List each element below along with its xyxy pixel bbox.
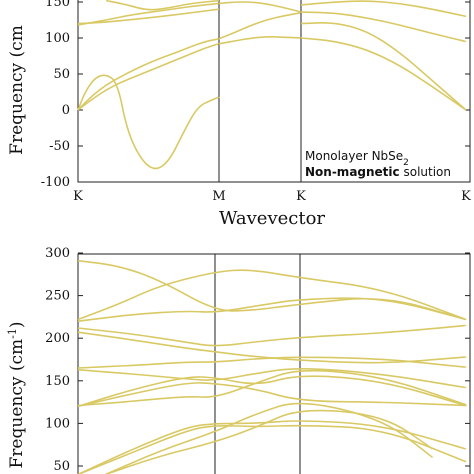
dispersion-branch [77,42,220,111]
annotation-line2: Non-magnetic solution [305,165,451,179]
dispersion-branch [77,424,467,474]
top-series-lines [77,0,467,170]
dispersion-branch [77,269,467,321]
top-y-ticks: 150 100 50 0 -50 -100 [41,0,470,190]
top-xtick-3: K [461,189,471,204]
dispersion-branch [77,297,467,322]
dispersion-branch [77,375,467,408]
dispersion-branch [105,402,434,474]
top-plot-frame [77,0,471,183]
dispersion-branch [218,1,302,13]
dispersion-branch [300,22,467,111]
bottom-plot-frame [77,253,471,474]
y-tick-label: 50 [53,459,70,474]
dispersion-branch [300,11,467,43]
dispersion-branch [105,409,434,474]
top-xtick-0: K [73,189,83,204]
top-xtick-1: M [212,189,225,204]
dispersion-branch [77,367,467,389]
dispersion-branch [77,356,467,369]
bottom-series-lines [77,259,467,474]
y-tick-label: 100 [45,31,70,46]
top-xtick-2: K [296,189,306,204]
dispersion-branch [218,11,302,40]
dispersion-branch [77,74,220,170]
y-tick-label: 300 [45,246,70,261]
top-chart: 150 100 50 0 -50 -100 K M K K Wavevector Freq… [7,0,471,229]
dispersion-branch [77,331,467,364]
dispersion-branch [77,382,467,408]
dispersion-branch [77,324,467,347]
top-ylabel: Frequency (cm [7,25,27,155]
dispersion-branch [77,420,467,474]
dispersion-branch [77,369,467,407]
y-tick-label: 250 [45,289,70,304]
dispersion-branch [218,36,302,45]
bottom-ylabel: Frequency (cm-1) [6,322,28,469]
dispersion-branch [77,259,467,321]
dispersion-branch [77,37,220,111]
dispersion-branch [106,0,220,11]
y-tick-label: -100 [41,175,70,190]
y-tick-label: 150 [45,374,70,389]
y-tick-label: 200 [45,331,70,346]
top-xlabel: Wavevector [219,208,325,229]
bottom-y-ticks: 300 250 200 150 100 50 [45,246,470,474]
annotation-line1: Monolayer NbSe2 [305,149,409,168]
y-tick-label: 100 [45,416,70,431]
dispersion-branch [77,2,220,26]
y-tick-label: 0 [62,103,70,118]
dispersion-branch [300,0,467,18]
bottom-chart: 300 250 200 150 100 50 Frequency (cm-1) [6,246,471,474]
y-tick-label: -50 [49,139,70,154]
y-tick-label: 150 [45,0,70,10]
dispersion-branch [300,37,467,111]
y-tick-label: 50 [53,67,70,82]
